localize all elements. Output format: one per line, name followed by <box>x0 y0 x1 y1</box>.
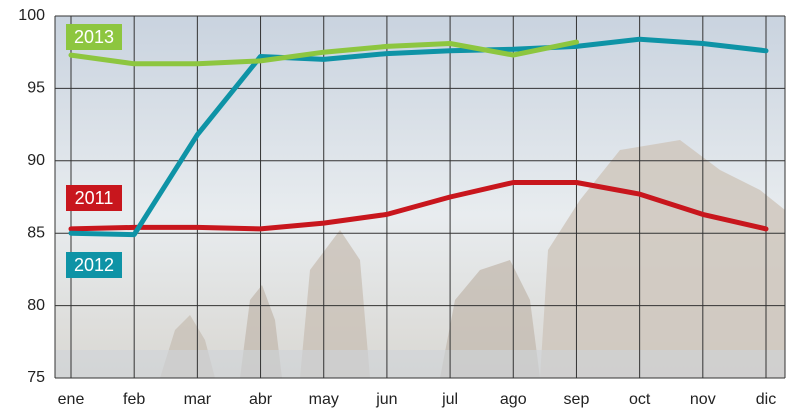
x-tick-label: oct <box>629 391 651 408</box>
y-tick-label: 85 <box>27 224 45 241</box>
x-tick-label: mar <box>184 391 212 408</box>
legend-label: 2013 <box>74 27 114 47</box>
y-tick-label: 80 <box>27 297 45 314</box>
legend-box <box>66 24 122 50</box>
y-tick-label: 100 <box>18 7 45 24</box>
x-tick-label: jul <box>441 391 458 408</box>
legend-box <box>66 252 122 278</box>
series-line <box>68 39 579 67</box>
x-tick-label: nov <box>690 391 716 408</box>
background-photo <box>55 16 785 378</box>
x-tick-label: ene <box>58 391 85 408</box>
legend-label: 2012 <box>74 255 114 275</box>
y-tick-label: 75 <box>27 369 45 386</box>
x-tick-label: ago <box>500 391 527 408</box>
legend-entry: 2012 <box>66 252 122 278</box>
x-tick-label: jun <box>375 391 397 408</box>
y-tick-label: 95 <box>27 80 45 97</box>
x-tick-label: sep <box>564 391 590 408</box>
y-tick-label: 90 <box>27 152 45 169</box>
x-tick-label: dic <box>756 391 776 408</box>
series-line <box>68 36 769 238</box>
legend-entry: 2011 <box>66 185 122 211</box>
legend-label: 2011 <box>75 188 114 208</box>
x-tick-label: abr <box>249 391 273 408</box>
legend-entry: 2013 <box>66 24 122 50</box>
series-line <box>68 180 769 232</box>
x-tick-label: feb <box>123 391 145 408</box>
legend-box <box>66 185 122 211</box>
x-tick-label: may <box>309 391 339 408</box>
